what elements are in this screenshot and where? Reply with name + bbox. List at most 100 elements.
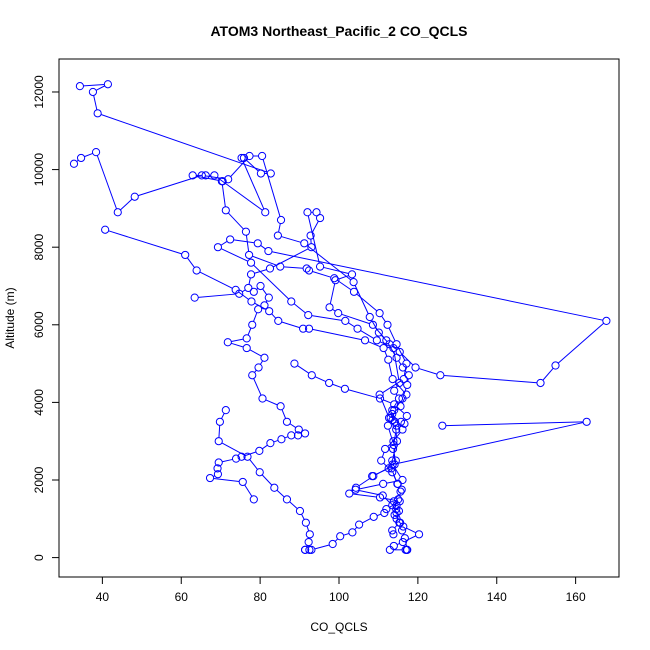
data-point [244, 250, 254, 260]
series-line-segment [358, 477, 371, 487]
data-point [265, 264, 275, 273]
series-line-segment [557, 322, 605, 364]
data-point [307, 243, 316, 252]
series-line-segment [289, 423, 297, 428]
data-point [395, 518, 404, 527]
data-point [247, 297, 256, 306]
series-line-segment [230, 158, 248, 177]
data-point [388, 526, 397, 535]
data-point [365, 312, 374, 322]
data-point [353, 324, 362, 333]
x-axis-title: CO_QCLS [310, 620, 367, 634]
series-line-segment [332, 308, 336, 312]
series-line-segment [221, 413, 225, 419]
data-point [397, 526, 407, 535]
series-line-segment [332, 383, 342, 389]
series-line-segment [276, 489, 285, 498]
data-point [336, 532, 345, 541]
y-tick-label: 2000 [32, 466, 46, 493]
series-line-segment [199, 271, 233, 289]
series-line-segment [281, 321, 300, 329]
data-point [397, 485, 406, 494]
data-point [438, 421, 447, 430]
data-point [400, 534, 409, 543]
data-point [302, 264, 311, 273]
x-tick-label: 100 [329, 590, 349, 604]
data-point [242, 334, 251, 343]
data-point [287, 297, 296, 306]
y-tick-label: 6000 [32, 311, 46, 338]
data-point [392, 508, 401, 518]
data-point [201, 171, 210, 180]
y-tick-label: 0 [32, 554, 46, 561]
series-line-segment [283, 266, 304, 269]
data-point [231, 454, 241, 463]
data-point [398, 475, 407, 485]
data-point [287, 431, 296, 440]
data-point [237, 153, 246, 163]
series-line-segment [395, 432, 401, 439]
data-point [244, 283, 253, 293]
data-point [241, 227, 251, 236]
series-line-segment [338, 275, 349, 280]
series-6 [290, 359, 412, 554]
series-line-segment [220, 240, 228, 246]
series-line-segment [376, 465, 392, 475]
series-line-segment [358, 484, 380, 490]
data-point [214, 437, 223, 446]
series-line-segment [354, 527, 358, 530]
series-line-segment [393, 475, 397, 481]
series-8 [351, 417, 591, 539]
series-line-segment [397, 347, 406, 361]
data-point [91, 148, 101, 157]
series-line-segment [395, 494, 399, 499]
data-point [242, 343, 251, 353]
data-point [197, 171, 206, 180]
x-tick-label: 120 [408, 590, 428, 604]
data-point [235, 289, 244, 298]
data-point [299, 324, 308, 333]
data-point [395, 497, 404, 506]
series-line-segment [358, 489, 380, 496]
series-line-segment [252, 255, 278, 266]
data-point [221, 406, 230, 415]
data-point [330, 274, 339, 283]
series-line-segment [281, 236, 301, 243]
data-point [388, 501, 397, 510]
data-point [382, 336, 391, 345]
series-line-segment [403, 367, 407, 376]
series-line-segment [261, 474, 273, 486]
series-line-segment [374, 327, 385, 338]
data-point [205, 473, 215, 483]
series-line-segment [312, 271, 331, 278]
series-line-segment [227, 212, 244, 230]
series-line-segment [388, 363, 393, 376]
series-line-segment [293, 303, 306, 314]
series-line-segment [307, 215, 320, 264]
series-line-segment [381, 452, 385, 458]
series-line-segment [394, 524, 398, 529]
series-line-segment [84, 152, 93, 158]
data-point [304, 266, 314, 275]
data-point [256, 169, 266, 178]
data-point [551, 361, 560, 370]
data-point [190, 293, 199, 302]
data-point [261, 208, 270, 217]
data-point [238, 477, 247, 487]
data-point [101, 225, 110, 234]
data-point [411, 363, 420, 372]
series-line-segment [249, 349, 262, 357]
data-point [582, 417, 591, 426]
data-point [75, 82, 85, 91]
series-line-segment [238, 291, 249, 300]
series-line-segment [383, 399, 392, 404]
data-point [341, 316, 350, 326]
y-tick-label: 12000 [32, 75, 46, 109]
data-point [223, 338, 232, 347]
data-point [388, 444, 398, 454]
data-point [325, 303, 334, 312]
series-line-segment [213, 477, 240, 483]
series-line-segment [221, 184, 226, 207]
